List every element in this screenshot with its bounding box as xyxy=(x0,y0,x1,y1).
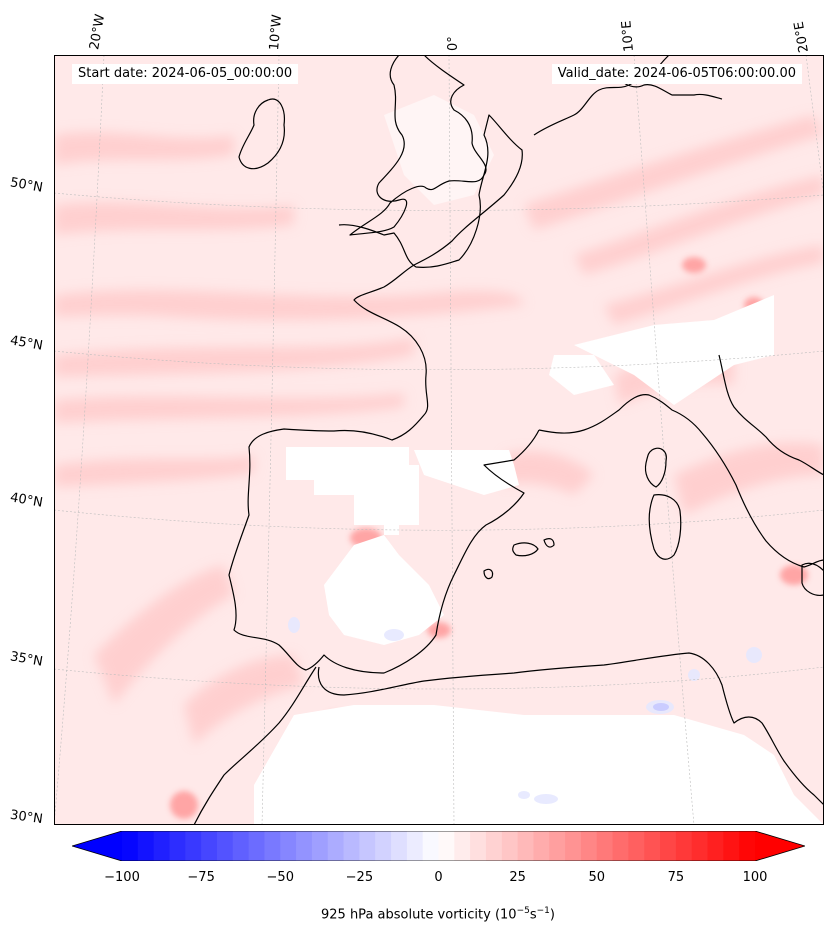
coast-great-britain xyxy=(349,55,487,236)
lat-tick-35n: 35°N xyxy=(8,649,44,670)
valid-date-label: Valid_date: 2024-06-05T06:00:00.00 xyxy=(551,64,802,84)
lon-tick-10e: 10°E xyxy=(619,19,637,53)
coast-menorca xyxy=(543,538,555,548)
colorbar-cell xyxy=(501,831,519,861)
lon-tick-20e: 20°E xyxy=(791,20,812,54)
meridian-10e xyxy=(633,55,695,825)
coast-north-africa xyxy=(317,652,824,806)
colorbar-cell xyxy=(359,831,376,861)
lat-tick-50n: 50°N xyxy=(8,175,44,196)
colorbar-cell xyxy=(375,831,392,861)
colorbar-tick-label: −75 xyxy=(187,870,215,885)
parallel-45n xyxy=(54,350,824,371)
colorbar-tick-label: −25 xyxy=(345,870,374,885)
colorbar-cells xyxy=(122,831,756,861)
colorbar-cell xyxy=(343,831,360,861)
colorbar-cell xyxy=(723,831,740,861)
coast-sicily xyxy=(801,562,824,596)
colorbar-cell xyxy=(185,831,202,861)
lon-tick-20w: 20°W xyxy=(87,13,109,52)
coast-ireland xyxy=(238,98,285,170)
colorbar-cell xyxy=(454,831,471,861)
colorbar-cell xyxy=(644,831,661,861)
colorbar-cell xyxy=(122,831,139,861)
colorbar-cell xyxy=(739,831,756,861)
colorbar-cell xyxy=(280,831,297,861)
colorbar-cell xyxy=(296,831,313,861)
coast-france-iberia xyxy=(228,114,540,674)
colorbar-cell xyxy=(660,831,677,861)
coast-morocco-atlantic xyxy=(193,666,317,825)
vorticity-map xyxy=(54,55,824,825)
colorbar-cell xyxy=(327,831,345,861)
coast-sardinia xyxy=(648,494,682,560)
colorbar-cell xyxy=(438,831,455,861)
colorbar-tick-label: 0 xyxy=(434,870,443,885)
lat-tick-30n: 30°N xyxy=(9,807,44,828)
colorbar-tick-label: 50 xyxy=(588,870,606,885)
colorbar-cell xyxy=(549,831,566,861)
colorbar-cell xyxy=(580,831,598,861)
colorbar-tick-label: 75 xyxy=(667,870,685,885)
colorbar-cell xyxy=(153,831,170,861)
colorbar-label: 925 hPa absolute vorticity (10−5s−1) xyxy=(321,906,555,923)
colorbar-tick-label: −100 xyxy=(104,870,140,885)
colorbar-extend-max xyxy=(755,831,805,861)
colorbar-tick-label: 100 xyxy=(742,870,768,885)
low-vorticity-regions xyxy=(254,95,824,825)
colorbar-cell xyxy=(612,831,629,861)
colorbar-cell xyxy=(565,831,582,861)
colorbar-cell xyxy=(596,831,614,861)
colorbar-cell xyxy=(201,831,218,861)
meridian-10w xyxy=(261,55,280,825)
coast-corsica xyxy=(644,447,667,488)
colorbar-cell xyxy=(311,831,329,861)
coastlines xyxy=(193,55,824,825)
graticule xyxy=(54,55,824,825)
colorbar-cell xyxy=(137,831,155,861)
colorbar-cell xyxy=(485,831,503,861)
colorbar-cell xyxy=(628,831,645,861)
colorbar-cell xyxy=(470,831,487,861)
lat-tick-45n: 45°N xyxy=(8,333,44,354)
colorbar-cell xyxy=(422,831,439,861)
colorbar xyxy=(72,831,805,861)
coast-italy-east xyxy=(718,354,824,476)
colorbar-cell xyxy=(406,831,424,861)
colorbar-cell xyxy=(391,831,408,861)
colorbar-cell xyxy=(232,831,250,861)
colorbar-extend-min xyxy=(72,831,122,861)
colorbar-cell xyxy=(248,831,265,861)
colorbar-cell xyxy=(517,831,534,861)
colorbar-tick-label: −50 xyxy=(266,870,294,885)
lon-tick-10w: 10°W xyxy=(267,13,286,51)
parallel-50n xyxy=(54,192,824,211)
meridian-20w xyxy=(54,55,105,825)
colorbar-cell xyxy=(264,831,281,861)
colorbar-cell xyxy=(691,831,709,861)
meridian-0 xyxy=(448,55,455,825)
colorbar-cell xyxy=(675,831,693,861)
parallel-40n xyxy=(54,509,824,531)
colorbar-cell xyxy=(169,831,186,861)
colorbar-cell xyxy=(533,831,550,861)
coast-jutland xyxy=(613,74,723,100)
lon-tick-0: 0° xyxy=(446,36,461,51)
negative-vorticity-patches xyxy=(288,617,762,804)
coast-mallorca xyxy=(512,542,539,557)
lat-tick-40n: 40°N xyxy=(8,490,44,511)
colorbar-cell xyxy=(707,831,724,861)
coast-ibiza xyxy=(483,568,494,580)
start-date-label: Start date: 2024-06-05_00:00:00 xyxy=(72,64,299,84)
coast-med-north xyxy=(538,394,824,568)
colorbar-cell xyxy=(216,831,234,861)
parallel-35n xyxy=(54,666,824,690)
colorbar-tick-label: 25 xyxy=(509,870,526,885)
